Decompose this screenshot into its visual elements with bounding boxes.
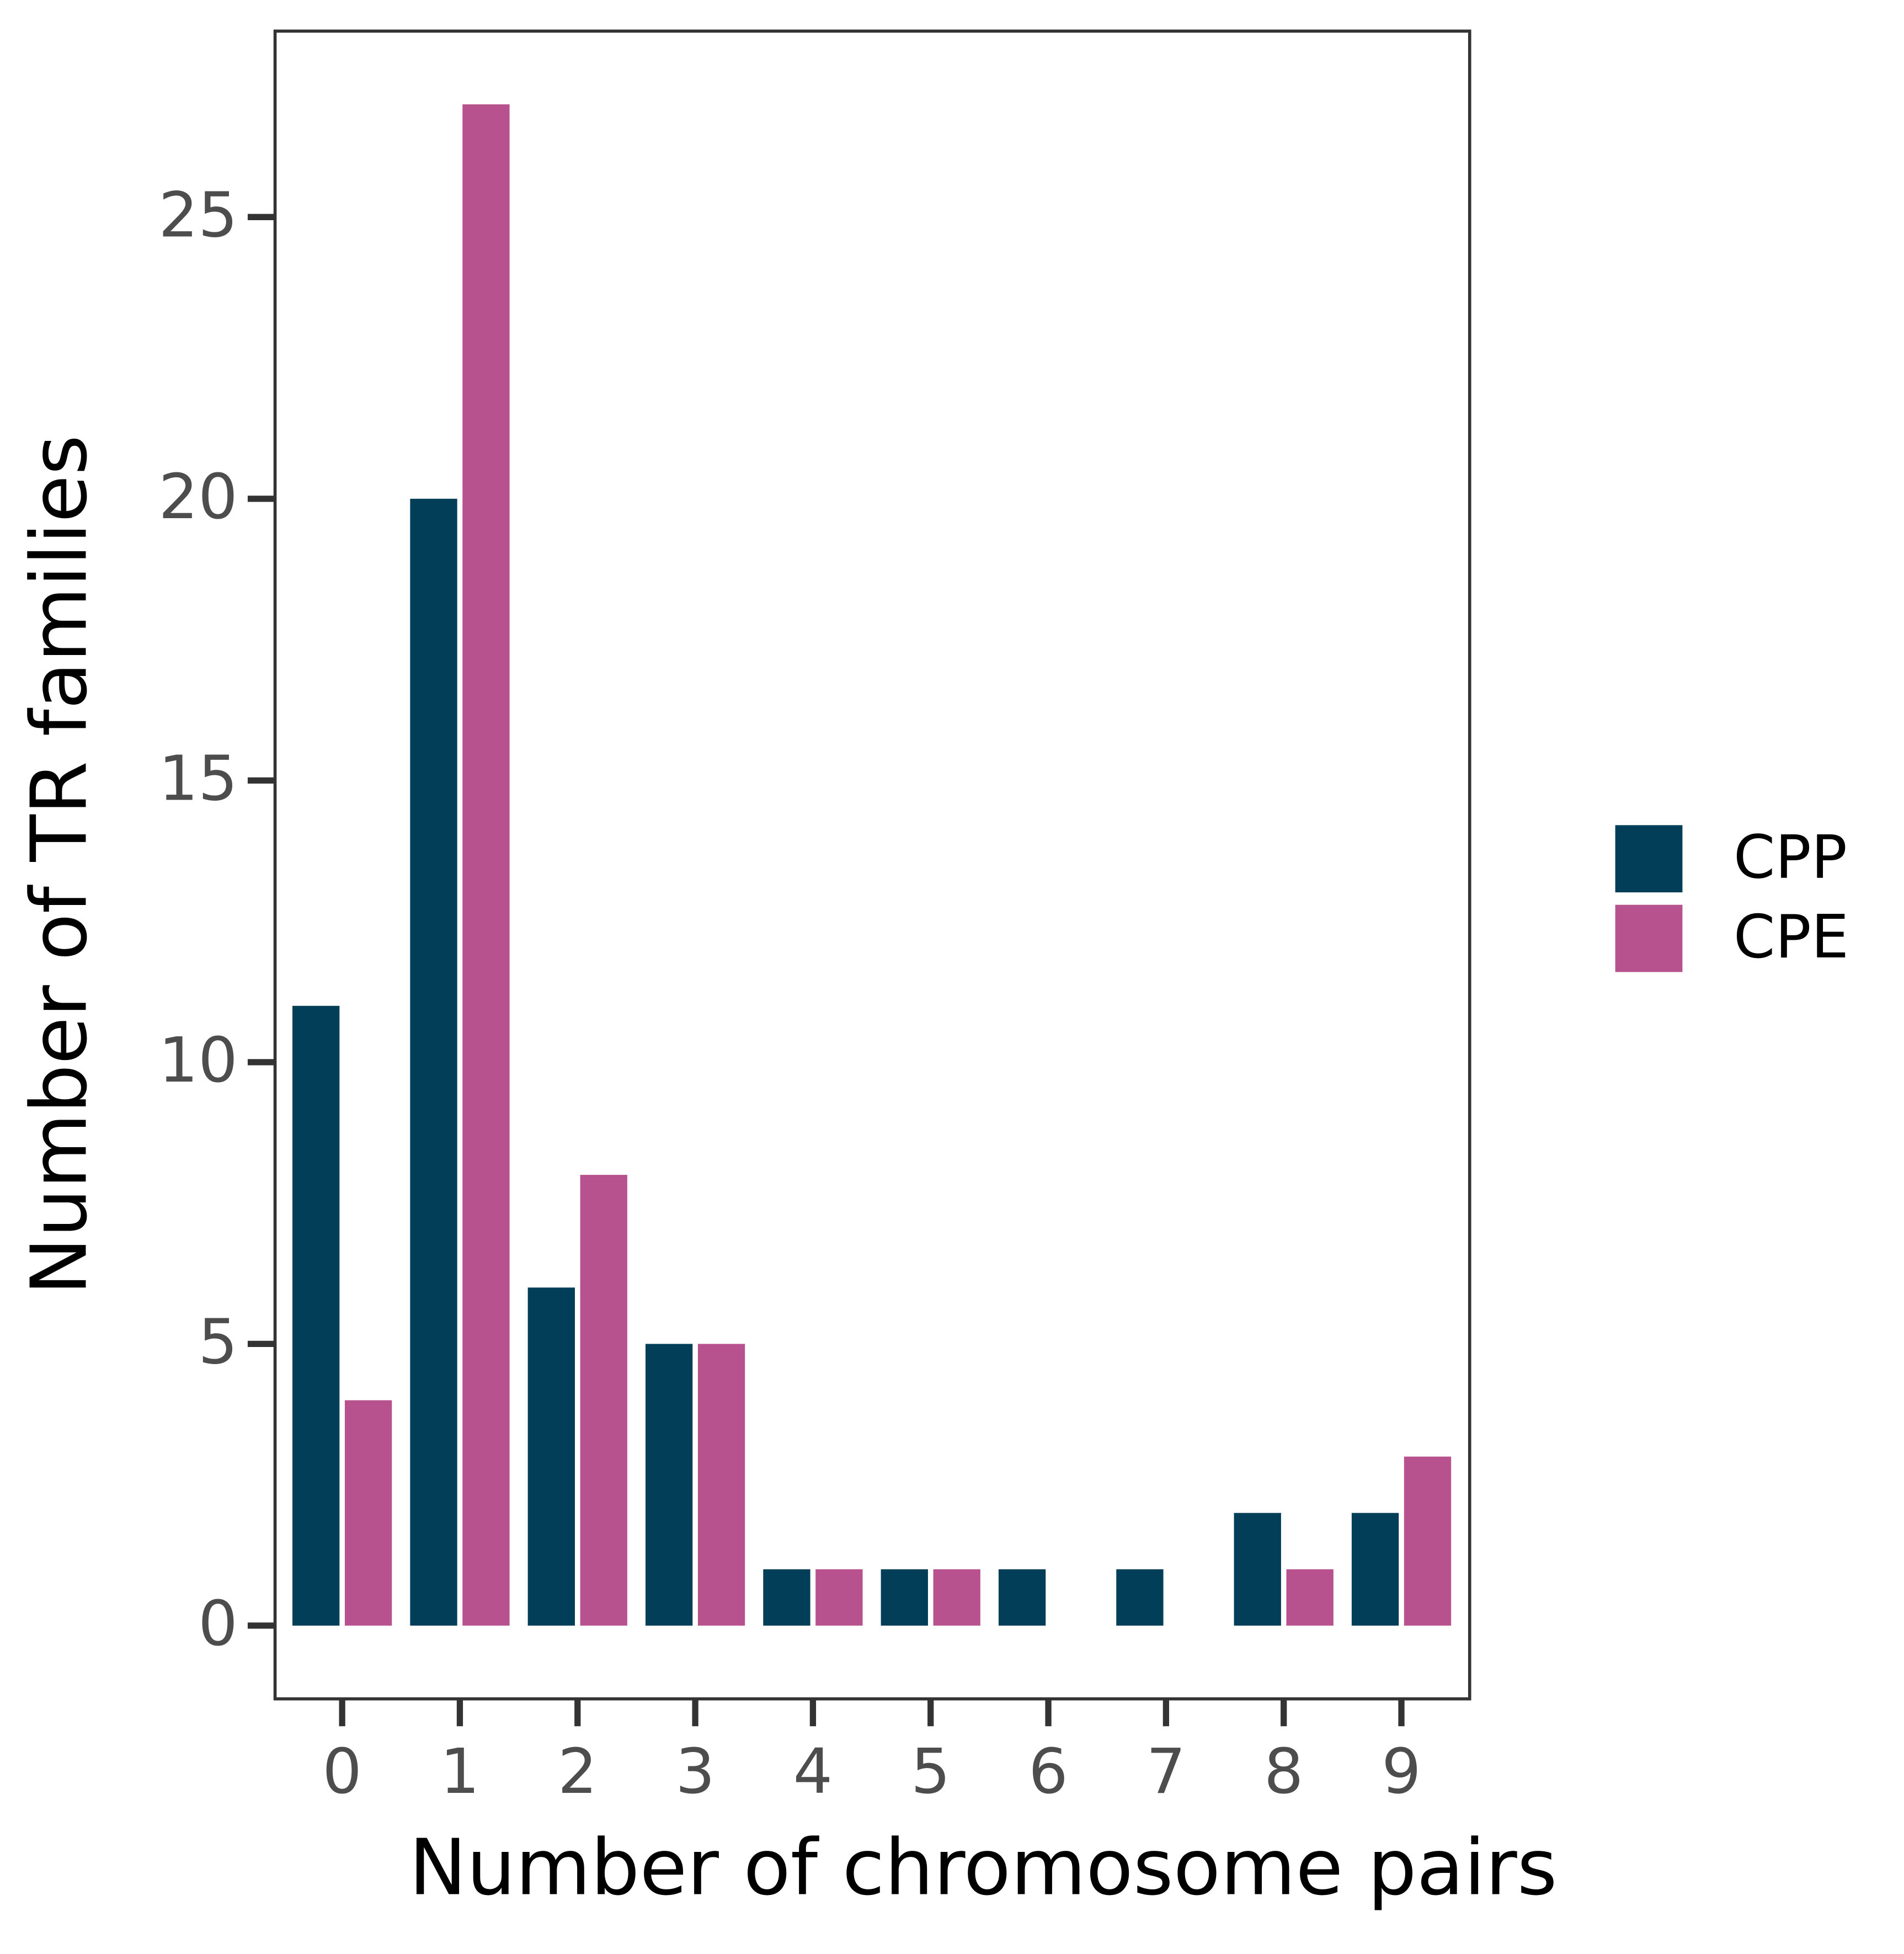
bar (933, 1569, 980, 1626)
legend-label: CPP (1734, 823, 1847, 892)
y-axis-title: Number of TR families (14, 435, 104, 1295)
x-tick-label: 6 (1028, 1735, 1068, 1808)
bar (410, 498, 457, 1626)
y-tick-label: 5 (198, 1306, 238, 1378)
bar (1234, 1513, 1281, 1626)
bar (1286, 1569, 1334, 1626)
x-tick-label: 2 (558, 1735, 598, 1808)
x-tick-label: 7 (1146, 1735, 1186, 1808)
y-tick-label: 0 (198, 1587, 238, 1660)
bar (292, 1005, 340, 1626)
x-axis-title: Number of chromosome pairs (409, 1822, 1557, 1912)
legend-swatch (1615, 825, 1683, 893)
y-tick-label: 20 (158, 460, 238, 533)
y-tick-label: 25 (158, 179, 238, 252)
bar (580, 1175, 627, 1626)
bar (645, 1344, 693, 1626)
legend-label: CPE (1734, 902, 1849, 972)
x-tick-label: 5 (911, 1735, 951, 1808)
x-tick-label: 8 (1264, 1735, 1304, 1808)
legend-swatch (1615, 904, 1683, 972)
x-tick-label: 4 (793, 1735, 833, 1808)
bar (998, 1569, 1046, 1626)
bar (763, 1569, 810, 1626)
bar (815, 1569, 863, 1626)
bar (462, 104, 510, 1626)
x-tick-label: 0 (322, 1735, 362, 1808)
bar (881, 1569, 928, 1626)
y-tick-label: 10 (158, 1024, 238, 1096)
bar (1404, 1456, 1452, 1626)
x-tick-label: 9 (1382, 1735, 1421, 1808)
bar (697, 1344, 745, 1626)
plot-border (273, 29, 1471, 1701)
bar (1116, 1569, 1164, 1626)
bar (527, 1287, 575, 1626)
y-tick-label: 15 (158, 742, 238, 815)
bar (344, 1400, 392, 1626)
x-tick-label: 1 (440, 1735, 480, 1808)
bar (1351, 1513, 1399, 1626)
x-tick-label: 3 (675, 1735, 715, 1808)
